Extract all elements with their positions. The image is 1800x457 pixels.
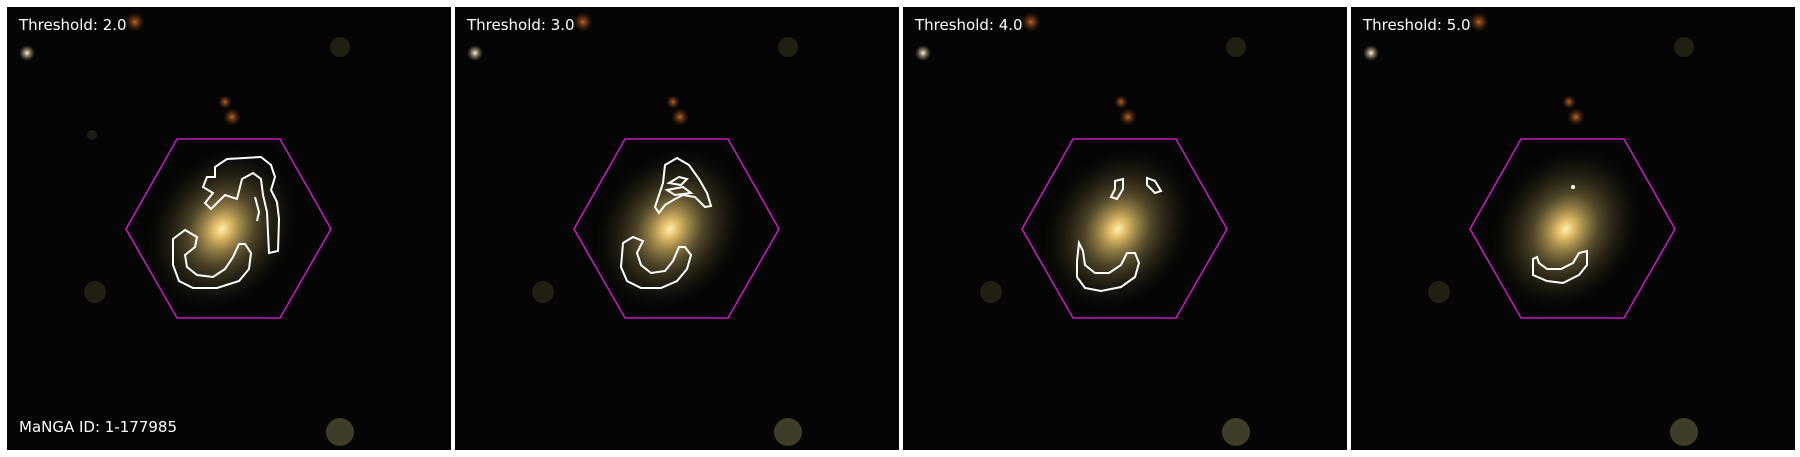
galaxy-image xyxy=(7,7,451,450)
galaxy-image xyxy=(1351,7,1795,450)
image-panel-threshold-2: Threshold: 2.0 MaNGA ID: 1-177985 xyxy=(7,7,451,450)
threshold-label: Threshold: 2.0 xyxy=(19,16,127,34)
threshold-label: Threshold: 5.0 xyxy=(1363,16,1471,34)
contour xyxy=(1571,185,1575,189)
galaxy-image xyxy=(903,7,1347,450)
galaxy-image xyxy=(455,7,899,450)
manga-id-label: MaNGA ID: 1-177985 xyxy=(19,418,177,436)
threshold-label: Threshold: 4.0 xyxy=(915,16,1023,34)
image-panel-threshold-3: Threshold: 3.0 xyxy=(455,7,899,450)
image-panel-threshold-4: Threshold: 4.0 xyxy=(903,7,1347,450)
threshold-label: Threshold: 3.0 xyxy=(467,16,575,34)
image-panel-threshold-5: Threshold: 5.0 xyxy=(1351,7,1795,450)
